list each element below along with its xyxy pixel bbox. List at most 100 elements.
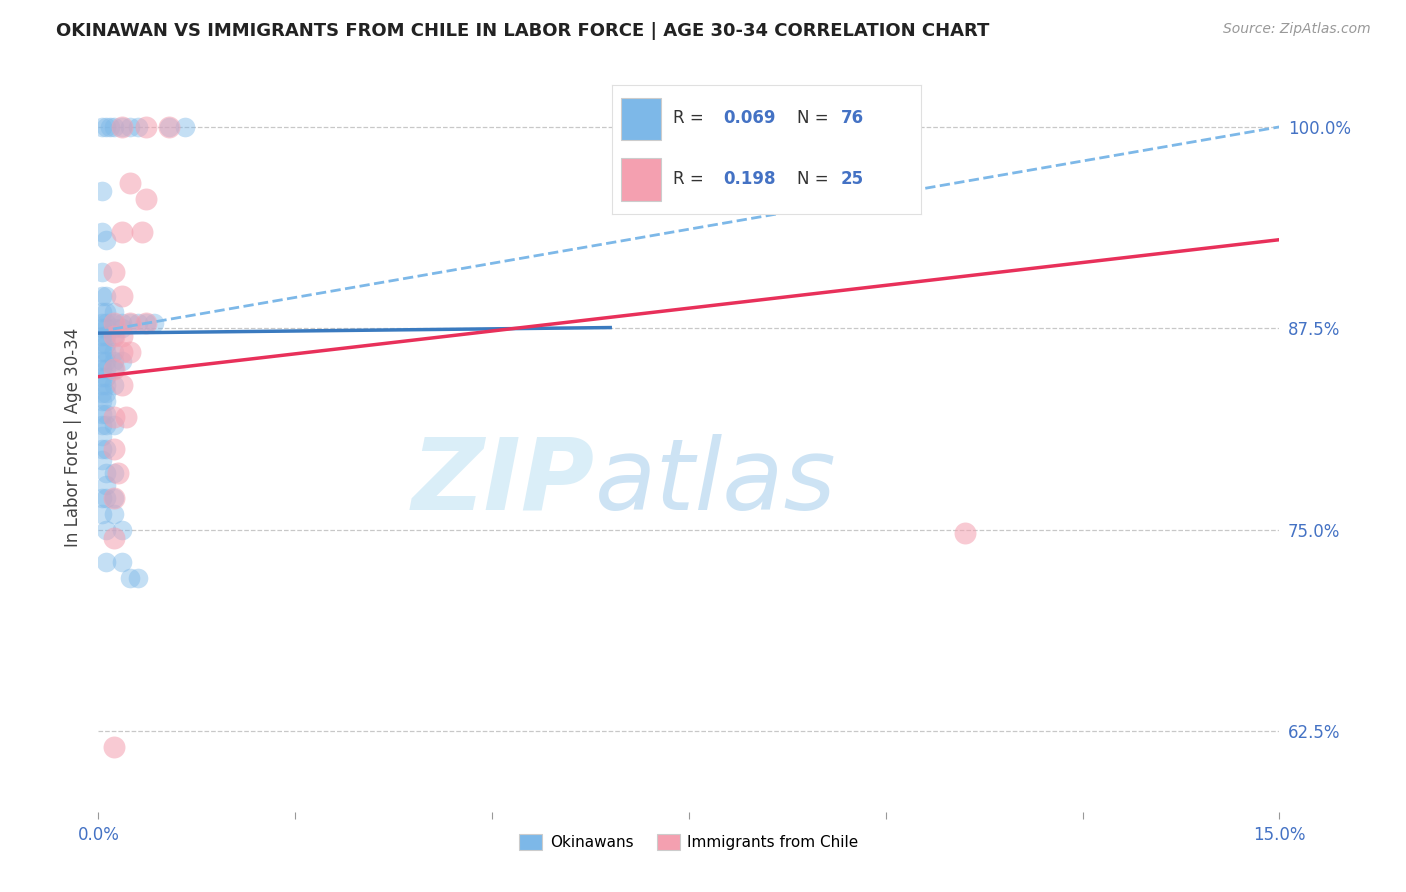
Point	[103, 317, 125, 331]
Point	[91, 491, 114, 505]
Point	[131, 225, 153, 239]
Point	[103, 377, 125, 392]
Point	[103, 740, 125, 755]
Point	[111, 225, 134, 239]
Point	[118, 345, 141, 359]
Point	[96, 289, 118, 303]
Point	[103, 265, 125, 279]
Text: ZIP: ZIP	[412, 434, 595, 531]
Point	[91, 337, 114, 351]
Point	[103, 531, 125, 545]
Point	[96, 523, 118, 537]
Point	[103, 317, 125, 331]
Point	[96, 337, 118, 351]
Point	[91, 329, 114, 343]
Point	[91, 385, 114, 400]
Point	[103, 491, 125, 505]
Point	[103, 329, 125, 343]
Text: 25: 25	[841, 170, 863, 188]
Bar	[621, 159, 661, 202]
Point	[111, 317, 134, 331]
Point	[91, 225, 114, 239]
Point	[118, 176, 141, 190]
Point	[127, 571, 149, 585]
Point	[103, 345, 125, 359]
Point	[91, 305, 114, 319]
Point	[96, 233, 118, 247]
Point	[91, 317, 114, 331]
Point	[96, 329, 118, 343]
Y-axis label: In Labor Force | Age 30-34: In Labor Force | Age 30-34	[65, 327, 83, 547]
Point	[91, 507, 114, 521]
Point	[96, 321, 118, 335]
Point	[118, 317, 141, 331]
Point	[96, 491, 118, 505]
Point	[103, 442, 125, 457]
Point	[91, 393, 114, 408]
Point	[174, 120, 197, 134]
Point	[118, 120, 141, 134]
Text: OKINAWAN VS IMMIGRANTS FROM CHILE IN LABOR FORCE | AGE 30-34 CORRELATION CHART: OKINAWAN VS IMMIGRANTS FROM CHILE IN LAB…	[56, 22, 990, 40]
Point	[103, 353, 125, 368]
Point	[103, 409, 125, 424]
Point	[135, 317, 157, 331]
Point	[118, 571, 141, 585]
Point	[96, 345, 118, 359]
Point	[91, 353, 114, 368]
Point	[111, 329, 134, 343]
Point	[91, 321, 114, 335]
Point	[111, 120, 134, 134]
Point	[91, 289, 114, 303]
Text: 0.198: 0.198	[723, 170, 776, 188]
Point	[111, 377, 134, 392]
Point	[91, 442, 114, 457]
Point	[103, 491, 125, 505]
Point	[111, 555, 134, 569]
Point	[103, 467, 125, 481]
Point	[91, 453, 114, 467]
Point	[96, 442, 118, 457]
Point	[91, 345, 114, 359]
Point	[91, 265, 114, 279]
Point	[107, 467, 129, 481]
Text: R =: R =	[673, 110, 704, 128]
Point	[103, 507, 125, 521]
Point	[91, 377, 114, 392]
Point	[127, 317, 149, 331]
Point	[91, 361, 114, 376]
Point	[96, 377, 118, 392]
Text: 76: 76	[841, 110, 863, 128]
Point	[103, 361, 125, 376]
Point	[96, 467, 118, 481]
Point	[91, 417, 114, 432]
Point	[111, 321, 134, 335]
Point	[127, 120, 149, 134]
Point	[91, 185, 114, 199]
Point	[115, 409, 138, 424]
Point	[91, 120, 114, 134]
Point	[96, 393, 118, 408]
Text: R =: R =	[673, 170, 704, 188]
Point	[135, 120, 157, 134]
Point	[91, 407, 114, 421]
Point	[103, 321, 125, 335]
Point	[96, 417, 118, 432]
Point	[96, 120, 118, 134]
Legend: Okinawans, Immigrants from Chile: Okinawans, Immigrants from Chile	[513, 829, 865, 856]
Point	[96, 555, 118, 569]
Point	[111, 289, 134, 303]
Point	[96, 361, 118, 376]
Point	[96, 385, 118, 400]
Point	[111, 120, 134, 134]
Point	[103, 361, 125, 376]
Point	[157, 120, 180, 134]
Point	[103, 305, 125, 319]
Point	[111, 523, 134, 537]
Text: 0.069: 0.069	[723, 110, 776, 128]
Point	[96, 353, 118, 368]
Point	[103, 329, 125, 343]
Point	[142, 317, 165, 331]
Point	[135, 317, 157, 331]
Bar	[621, 98, 661, 140]
Point	[157, 120, 180, 134]
